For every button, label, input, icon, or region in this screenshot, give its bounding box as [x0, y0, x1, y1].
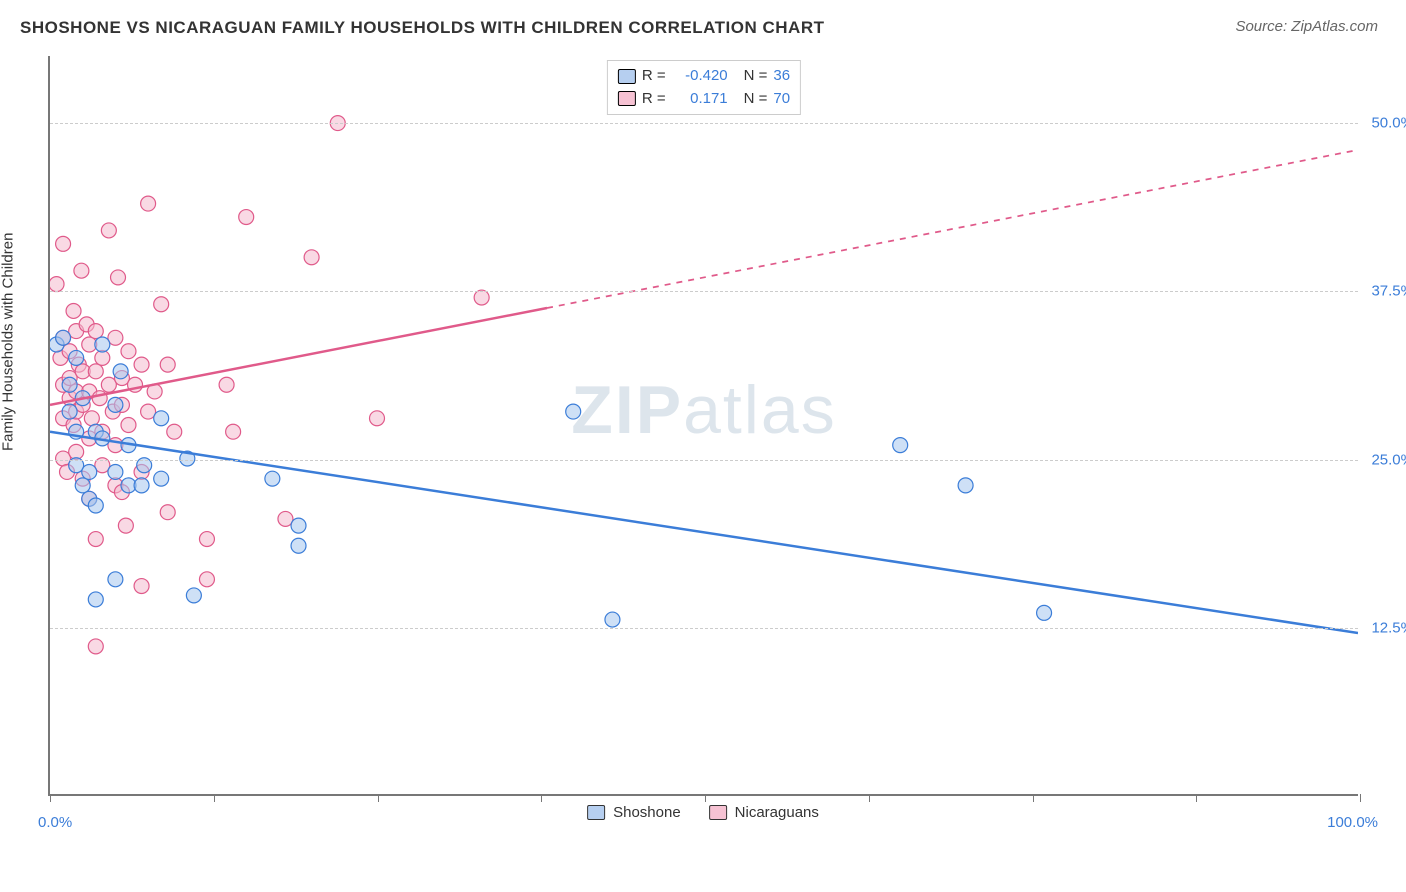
scatter-point	[88, 592, 103, 607]
scatter-point	[75, 478, 90, 493]
trend-line-dashed	[547, 150, 1358, 308]
scatter-point	[69, 444, 84, 459]
scatter-point	[74, 263, 89, 278]
x-tick	[869, 794, 870, 802]
scatter-point	[95, 350, 110, 365]
x-tick	[705, 794, 706, 802]
gridline	[50, 123, 1358, 124]
x-tick	[1196, 794, 1197, 802]
scatter-point	[134, 357, 149, 372]
scatter-point	[154, 471, 169, 486]
scatter-point	[62, 404, 77, 419]
legend-bottom: Shoshone Nicaraguans	[587, 804, 819, 821]
plot-area: ZIPatlas R = -0.420 N = 36 R = 0.171 N =…	[48, 56, 1358, 796]
gridline	[50, 291, 1358, 292]
scatter-point	[370, 411, 385, 426]
scatter-point	[88, 639, 103, 654]
legend-swatch-pink	[618, 91, 636, 106]
scatter-point	[893, 438, 908, 453]
chart-container: Family Households with Children ZIPatlas…	[0, 46, 1406, 856]
scatter-point	[56, 330, 71, 345]
legend-stats-row-shoshone: R = -0.420 N = 36	[618, 65, 790, 88]
y-tick-label: 12.5%	[1371, 619, 1406, 636]
x-axis-max: 100.0%	[1327, 814, 1378, 831]
scatter-point	[88, 532, 103, 547]
x-tick	[50, 794, 51, 802]
scatter-point	[56, 236, 71, 251]
legend-stats-row-nicaraguans: R = 0.171 N = 70	[618, 88, 790, 111]
scatter-svg	[50, 56, 1358, 794]
scatter-point	[108, 397, 123, 412]
scatter-point	[160, 505, 175, 520]
scatter-point	[291, 518, 306, 533]
scatter-point	[160, 357, 175, 372]
scatter-point	[101, 223, 116, 238]
scatter-point	[111, 270, 126, 285]
scatter-point	[88, 324, 103, 339]
chart-title: SHOSHONE VS NICARAGUAN FAMILY HOUSEHOLDS…	[20, 18, 825, 38]
x-tick	[1033, 794, 1034, 802]
scatter-point	[113, 364, 128, 379]
scatter-point	[69, 350, 84, 365]
legend-item-shoshone: Shoshone	[587, 804, 681, 821]
legend-item-nicaraguans: Nicaraguans	[709, 804, 819, 821]
scatter-point	[566, 404, 581, 419]
gridline	[50, 628, 1358, 629]
x-axis-min: 0.0%	[38, 814, 72, 831]
scatter-point	[134, 478, 149, 493]
scatter-point	[154, 297, 169, 312]
x-tick	[214, 794, 215, 802]
scatter-point	[167, 424, 182, 439]
scatter-point	[66, 303, 81, 318]
scatter-point	[219, 377, 234, 392]
scatter-point	[199, 572, 214, 587]
y-tick-label: 50.0%	[1371, 115, 1406, 132]
legend-swatch-pink	[709, 805, 727, 820]
scatter-point	[291, 538, 306, 553]
scatter-point	[226, 424, 241, 439]
scatter-point	[84, 411, 99, 426]
scatter-point	[605, 612, 620, 627]
scatter-point	[958, 478, 973, 493]
scatter-point	[134, 579, 149, 594]
scatter-point	[88, 498, 103, 513]
y-axis-label: Family Households with Children	[0, 233, 17, 451]
y-tick-label: 25.0%	[1371, 451, 1406, 468]
scatter-point	[121, 344, 136, 359]
chart-source: Source: ZipAtlas.com	[1235, 18, 1378, 35]
scatter-point	[304, 250, 319, 265]
x-tick	[378, 794, 379, 802]
x-tick	[1360, 794, 1361, 802]
scatter-point	[118, 518, 133, 533]
scatter-point	[50, 277, 64, 292]
legend-swatch-blue	[618, 69, 636, 84]
scatter-point	[108, 572, 123, 587]
trend-line-solid	[50, 432, 1358, 633]
scatter-point	[82, 464, 97, 479]
gridline	[50, 460, 1358, 461]
y-tick-label: 37.5%	[1371, 283, 1406, 300]
scatter-point	[239, 210, 254, 225]
scatter-point	[1037, 605, 1052, 620]
scatter-point	[88, 364, 103, 379]
scatter-point	[108, 464, 123, 479]
scatter-point	[121, 418, 136, 433]
scatter-point	[62, 377, 77, 392]
scatter-point	[95, 337, 110, 352]
scatter-point	[154, 411, 169, 426]
scatter-point	[199, 532, 214, 547]
scatter-point	[186, 588, 201, 603]
x-tick	[541, 794, 542, 802]
legend-stats: R = -0.420 N = 36 R = 0.171 N = 70	[607, 60, 801, 115]
chart-header: SHOSHONE VS NICARAGUAN FAMILY HOUSEHOLDS…	[0, 0, 1406, 46]
legend-swatch-blue	[587, 805, 605, 820]
scatter-point	[265, 471, 280, 486]
scatter-point	[141, 196, 156, 211]
